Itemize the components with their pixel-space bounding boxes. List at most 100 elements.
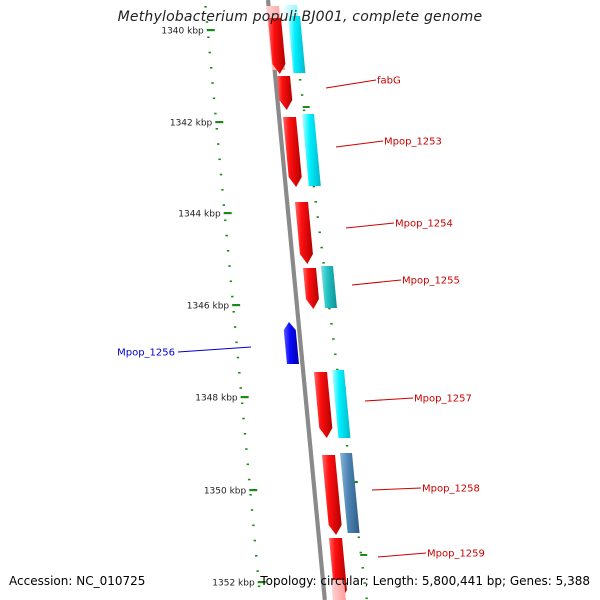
gene-bar [332,370,351,438]
gene-leader-line [335,140,384,148]
ruler-tick-mark [365,597,368,600]
ruler-tick-mark [228,265,231,267]
gene-label: Mpop_1253 [384,137,442,148]
ruler-tick-mark [212,97,216,100]
gene-label: Mpop_1259 [427,549,485,560]
gene-leader-line [177,346,252,353]
ruler-tick-mark [225,234,228,237]
ruler-tick-mark [235,341,238,344]
genome-backbone [265,0,327,600]
ruler-tick-mark [226,250,230,252]
ruler-tick-mark [231,295,234,298]
ruler-label: 1348 kbp [195,394,238,404]
gene-bar [288,16,306,73]
gene-bar [340,453,360,533]
ruler-tick-mark [207,36,210,39]
ruler-tick-mark [229,280,233,283]
ruler-tick-mark [224,219,227,222]
ruler-tick-mark [322,262,325,264]
ruler-major-tick [240,396,249,399]
ruler-tick-mark [336,368,339,371]
ruler-major-tick [206,29,215,32]
ruler-tick-mark [250,509,254,511]
ruler-tick-mark [300,94,304,96]
ruler-tick-mark [246,463,249,466]
cds-arrow-partial [331,580,346,600]
ruler-major-tick [302,106,310,108]
cds-arrow-reverse [283,322,299,364]
ruler-major-tick [360,554,368,556]
ruler-tick-mark [256,570,259,572]
gene-bar [302,114,321,186]
ruler-tick-mark [255,555,258,557]
ruler-tick-mark [205,21,209,23]
ruler-tick-mark [330,323,333,325]
ruler-tick-mark [318,231,321,234]
ruler-tick-mark [332,338,335,340]
ruler-label: 1340 kbp [161,27,204,37]
ruler-tick-mark [209,67,213,69]
gene-leader-line [364,397,414,402]
ruler-tick-mark [252,524,255,527]
ruler-label: 1342 kbp [170,119,213,129]
gene-label: fabG [377,76,401,87]
gene-label: Mpop_1258 [422,484,480,495]
ruler-tick-mark [247,478,251,481]
genome-title: Methylobacterium populi BJ001, complete … [117,9,483,25]
ruler-tick-mark [239,387,242,389]
ruler-tick-mark [242,417,245,420]
ruler-tick-mark [204,6,207,8]
ruler-label: 1344 kbp [178,210,221,220]
gene-label: Mpop_1257 [414,394,472,405]
gene-label: Mpop_1255 [402,276,460,287]
ruler-major-tick [257,581,266,584]
ruler-tick-mark [312,185,316,188]
ruler-label: 1350 kbp [204,487,247,497]
gene-leader-line [371,487,422,491]
ruler-tick-mark [328,307,331,310]
ruler-tick-mark [240,402,244,405]
accession-text: Accession: NC_010725 [9,574,146,588]
ruler-tick-mark [232,311,235,313]
gene-label: Mpop_1256 [117,348,175,359]
ruler-tick-mark [257,585,261,588]
cds-arrow [303,268,319,309]
ruler-tick-mark [253,539,257,542]
cds-arrow [283,117,302,187]
cds-arrow [314,372,333,438]
cds-arrow [295,202,313,264]
gene-bar-partial [285,5,299,19]
ruler-tick-mark [334,353,337,356]
ruler-tick-mark [208,51,211,54]
cds-arrow [322,455,342,535]
cds-arrow [268,18,286,74]
ruler-tick-mark [302,109,306,112]
ruler-tick-mark [215,128,219,130]
ruler-tick-mark [345,445,349,447]
ruler-tick-mark [214,112,217,115]
ruler-tick-mark [357,536,361,539]
ruler-tick-mark [363,582,366,584]
gene-leader-line [377,552,427,558]
ruler-tick-mark [314,201,317,203]
ruler-tick-mark [243,433,247,435]
ruler-label: 1352 kbp [212,579,255,589]
ruler-tick-mark [211,82,214,84]
ruler-tick-mark [316,216,319,218]
cds-arrow [277,76,293,110]
gene-label: Mpop_1254 [395,219,453,230]
ruler-major-tick [232,304,241,307]
ruler-tick-mark [245,448,248,450]
gene-bar [321,266,337,308]
ruler-label: 1346 kbp [187,302,230,312]
ruler-tick-mark [236,356,240,359]
ruler-major-tick [249,489,258,492]
ruler-tick-mark [320,246,323,249]
ruler-tick-mark [233,326,237,328]
ruler-major-tick [215,121,224,124]
ruler-tick-mark [249,494,252,496]
ruler-tick-mark [218,158,221,161]
ruler-tick-mark [359,551,362,554]
ruler-tick-mark [238,372,241,374]
